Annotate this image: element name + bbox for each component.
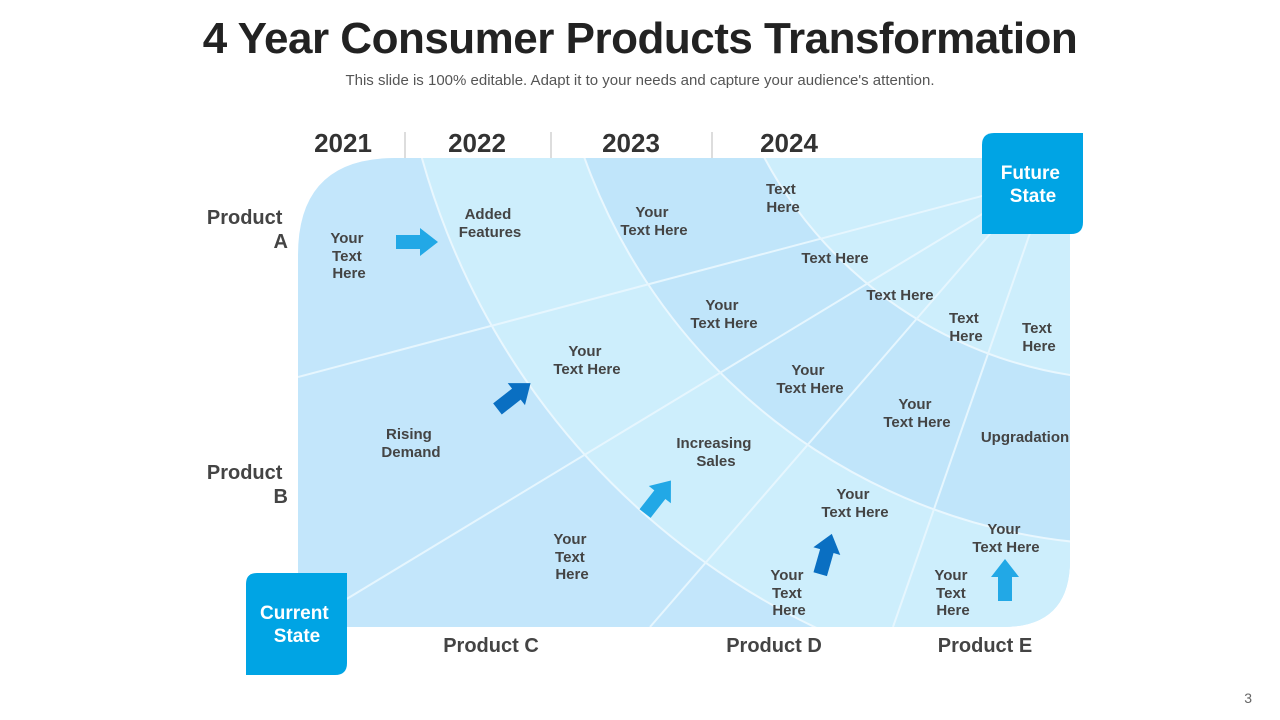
text-label-3: Text Here xyxy=(766,181,800,216)
text-label-7: Text Here xyxy=(949,310,983,345)
page-title: 4 Year Consumer Products Transformation xyxy=(202,14,1078,63)
year-separators xyxy=(404,132,713,158)
text-label-11: Your Text Here xyxy=(883,396,950,431)
page-subtitle: This slide is 100% editable. Adapt it to… xyxy=(345,72,935,89)
text-label-13: Your Text Here xyxy=(553,531,590,583)
future-state-label: Future State xyxy=(1001,163,1065,207)
text-label-9: Your Text Here xyxy=(553,343,620,378)
text-label-15: Your Text Here xyxy=(770,567,807,619)
increasing-sales-label: Increasing Sales xyxy=(676,435,755,470)
text-label-10: Your Text Here xyxy=(776,362,843,397)
text-label-1: Your Text Here xyxy=(330,230,367,282)
arrow-up-right-1-shape xyxy=(493,383,531,415)
arrow-up-right-3 xyxy=(813,533,841,577)
text-label-16: Your Text Here xyxy=(934,567,971,619)
product-d-label: Product D xyxy=(726,635,822,657)
arrow-up-shape xyxy=(991,559,1019,601)
added-features-label: Added Features xyxy=(459,206,522,241)
current-state-box xyxy=(246,573,347,675)
product-a-label: Product A xyxy=(207,207,288,253)
arrow-up-right-3-shape xyxy=(813,533,841,577)
product-c-label: Product C xyxy=(443,635,539,657)
radial-lines xyxy=(298,181,1046,627)
future-state-box xyxy=(982,133,1083,234)
product-b-label: Product B xyxy=(207,462,288,508)
line-product-c xyxy=(649,181,1036,627)
text-label-6: Your Text Here xyxy=(690,297,757,332)
line-product-b xyxy=(344,181,1036,601)
arrow-up-right-2 xyxy=(639,480,671,518)
text-label-5: Text Here xyxy=(866,287,933,304)
line-product-d xyxy=(892,189,1046,627)
text-label-8: Text Here xyxy=(1022,320,1056,355)
text-label-12: Your Text Here xyxy=(821,486,888,521)
year-2022: 2022 xyxy=(448,128,506,158)
line-product-a xyxy=(298,181,1036,378)
arrow-up xyxy=(991,559,1019,601)
arrow-up-right-2-shape xyxy=(639,480,671,518)
page-number: 3 xyxy=(1244,690,1252,706)
current-state-label: Current State xyxy=(260,603,334,647)
upgradation-label: Upgradation xyxy=(981,429,1069,446)
arrow-up-right-1 xyxy=(493,383,531,415)
year-2021: 2021 xyxy=(314,128,372,158)
year-2024: 2024 xyxy=(760,128,818,158)
year-2023: 2023 xyxy=(602,128,660,158)
arrow-right xyxy=(396,228,438,256)
text-label-2: Your Text Here xyxy=(620,204,687,239)
product-e-label: Product E xyxy=(938,635,1032,657)
rising-demand-label: Rising Demand xyxy=(381,426,440,461)
arrow-right-shape xyxy=(396,228,438,256)
band-2024 xyxy=(714,158,1070,381)
text-label-14: Your Text Here xyxy=(972,521,1039,556)
text-label-4: Text Here xyxy=(801,250,868,267)
